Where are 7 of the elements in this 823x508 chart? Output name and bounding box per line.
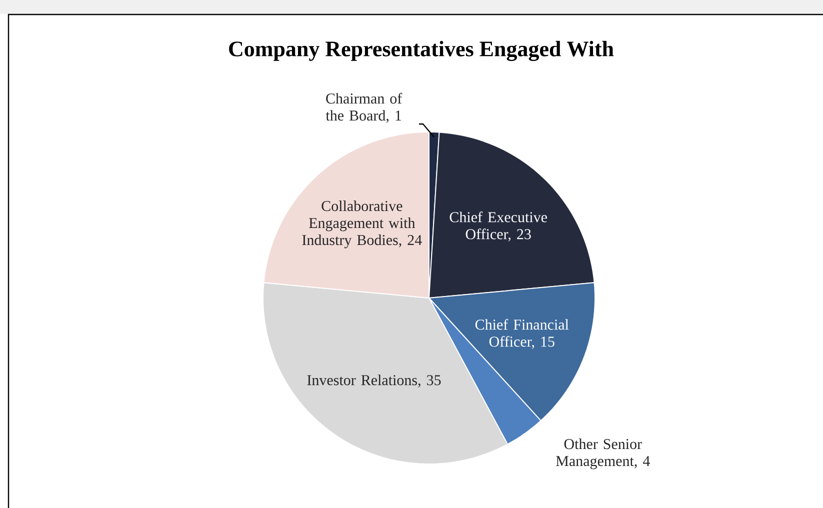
slice-label: Chief Financial Officer, 15: [475, 319, 569, 349]
slice-label: Chief Executive Officer, 23: [450, 212, 547, 242]
slice-label: Chairman of the Board, 1: [326, 92, 402, 123]
slice-label: Collaborative Engagement with Industry Bodies, 24: [302, 200, 422, 248]
slice-label: Investor Relations, 35: [307, 374, 441, 388]
slice-label: Other Senior Management, 4: [556, 438, 650, 470]
chart-title: Company Representatives Engaged With: [229, 40, 614, 62]
